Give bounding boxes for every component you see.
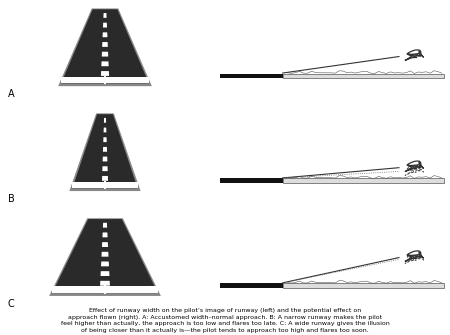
Polygon shape	[52, 219, 158, 293]
Polygon shape	[419, 165, 421, 169]
Polygon shape	[419, 169, 423, 172]
Polygon shape	[101, 262, 109, 266]
Polygon shape	[407, 251, 421, 257]
Polygon shape	[100, 281, 110, 286]
Bar	[220, 179, 283, 183]
Polygon shape	[101, 61, 108, 66]
Polygon shape	[407, 161, 421, 167]
Polygon shape	[104, 118, 106, 123]
Polygon shape	[61, 9, 149, 83]
Text: Effect of runway width on the pilot’s image of runway (left) and the potential e: Effect of runway width on the pilot’s im…	[61, 308, 389, 333]
Polygon shape	[72, 114, 138, 188]
Polygon shape	[407, 50, 421, 56]
Polygon shape	[102, 166, 108, 171]
Polygon shape	[101, 71, 109, 76]
Polygon shape	[102, 52, 108, 57]
Polygon shape	[102, 176, 108, 181]
Polygon shape	[100, 271, 109, 276]
Polygon shape	[419, 257, 423, 260]
Polygon shape	[103, 147, 107, 152]
Polygon shape	[72, 182, 138, 188]
Polygon shape	[419, 165, 423, 169]
Polygon shape	[103, 232, 108, 237]
Polygon shape	[419, 255, 423, 258]
Polygon shape	[405, 166, 418, 172]
Bar	[220, 73, 283, 78]
Bar	[283, 283, 444, 288]
Bar	[283, 73, 444, 78]
Polygon shape	[419, 252, 421, 255]
Polygon shape	[419, 161, 421, 165]
Polygon shape	[419, 51, 421, 54]
Polygon shape	[407, 165, 421, 171]
Polygon shape	[405, 55, 418, 60]
Bar	[220, 283, 283, 288]
Polygon shape	[102, 252, 108, 257]
Polygon shape	[103, 23, 107, 27]
Polygon shape	[104, 137, 107, 142]
Text: A: A	[8, 89, 14, 99]
Polygon shape	[103, 32, 108, 37]
Polygon shape	[103, 156, 108, 161]
Polygon shape	[102, 242, 108, 247]
Text: C: C	[8, 299, 15, 309]
Polygon shape	[405, 256, 418, 261]
Bar	[283, 179, 444, 183]
Text: B: B	[8, 194, 15, 204]
Polygon shape	[405, 170, 418, 175]
Polygon shape	[104, 13, 107, 18]
Polygon shape	[407, 253, 421, 259]
Polygon shape	[102, 42, 108, 47]
Polygon shape	[61, 77, 149, 83]
Polygon shape	[405, 258, 418, 263]
Polygon shape	[52, 286, 158, 293]
Polygon shape	[419, 54, 423, 57]
Polygon shape	[104, 128, 106, 132]
Polygon shape	[49, 218, 161, 296]
Polygon shape	[58, 8, 152, 86]
Polygon shape	[69, 113, 140, 191]
Polygon shape	[103, 223, 107, 227]
Polygon shape	[419, 253, 421, 257]
